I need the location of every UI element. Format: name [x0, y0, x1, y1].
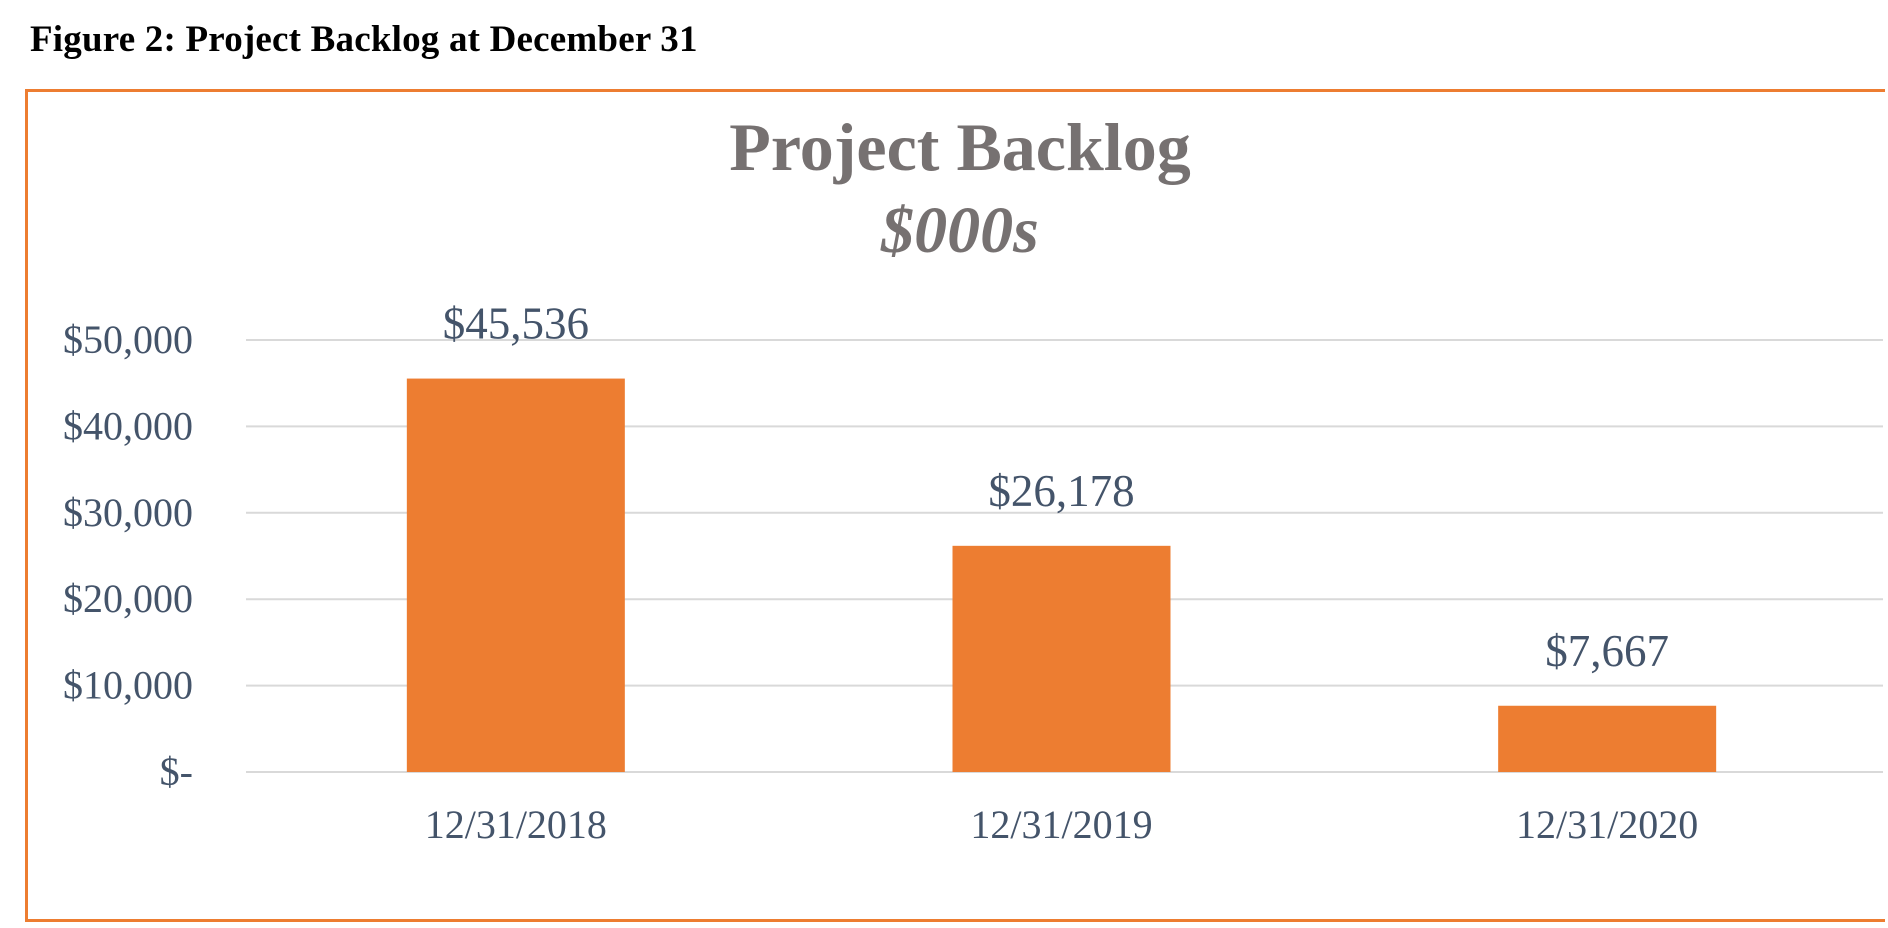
chart-frame: Project Backlog $000s $- $10,000 $20,000 $3… — [25, 89, 1885, 922]
data-label: $26,178 — [988, 466, 1134, 516]
chart-subtitle: $000s — [880, 194, 1039, 267]
chart-title: Project Backlog — [729, 109, 1190, 185]
bar — [952, 545, 1171, 772]
y-tick-label: $10,000 — [63, 663, 193, 708]
data-labels: $45,536 $26,178 $7,667 — [443, 299, 1669, 676]
y-tick-label: $30,000 — [63, 490, 193, 535]
x-axis-categories: 12/31/2018 12/31/2019 12/31/2020 — [425, 802, 1699, 847]
figure-caption: Figure 2: Project Backlog at December 31 — [30, 19, 698, 60]
data-label: $7,667 — [1545, 626, 1669, 676]
bar — [406, 378, 625, 772]
y-axis-ticks: $- $10,000 $20,000 $30,000 $40,000 $50,000 — [63, 317, 193, 794]
y-tick-label: $40,000 — [63, 403, 193, 448]
y-tick-label: $20,000 — [63, 576, 193, 621]
bar — [1498, 705, 1717, 772]
category-label: 12/31/2019 — [970, 802, 1152, 847]
data-label: $45,536 — [443, 299, 589, 349]
category-label: 12/31/2018 — [425, 802, 607, 847]
y-tick-label: $50,000 — [63, 317, 193, 362]
y-tick-label: $- — [160, 749, 193, 794]
bars — [406, 378, 1717, 772]
category-label: 12/31/2020 — [1516, 802, 1698, 847]
bar-chart: Project Backlog $000s $- $10,000 $20,000 $3… — [63, 109, 1883, 847]
